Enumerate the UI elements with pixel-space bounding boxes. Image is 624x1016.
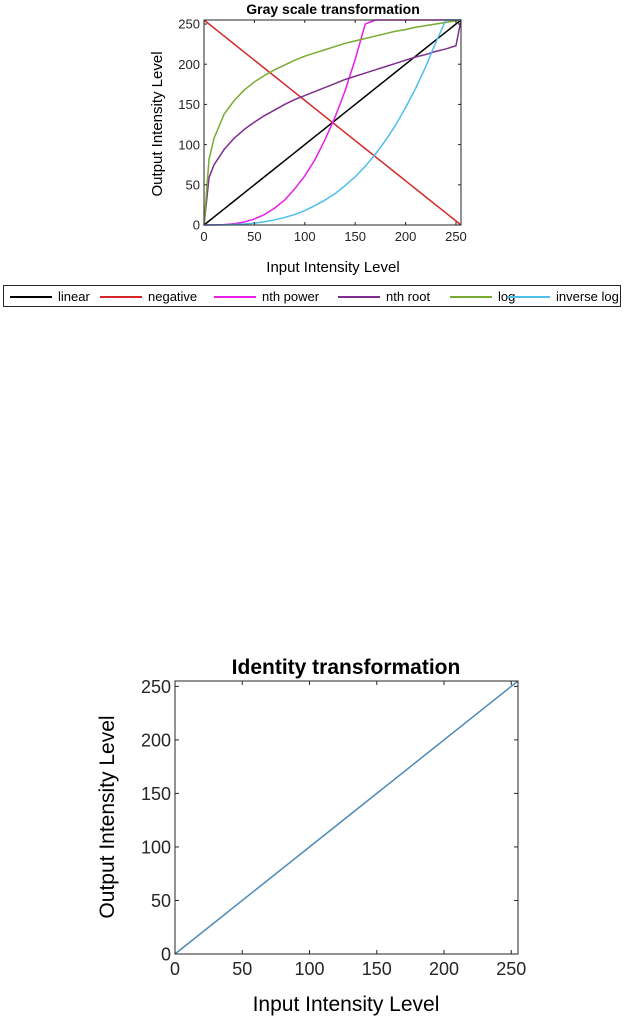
legend-swatch-nth-power — [214, 295, 256, 298]
legend-swatch-nth-root — [338, 295, 380, 298]
chart1-x-axis-label: Input Intensity Level — [266, 259, 399, 276]
legend-item-negative: negative — [100, 288, 197, 305]
chart1-series-log — [203, 19, 462, 226]
legend-label-negative: negative — [148, 289, 198, 304]
chart2-y-tick-label: 100 — [141, 837, 171, 857]
identity-chart: Identity transformation 0 50 100 150 200 2500… — [96, 656, 526, 1016]
legend-item-log: log — [450, 288, 515, 305]
chart2-x-tick-label: 50 — [232, 959, 252, 979]
chart1-x-tick-label: 250 — [445, 229, 467, 244]
chart2-x-tick-label: 200 — [429, 959, 459, 979]
chart2-y-tick-label: 250 — [141, 677, 171, 697]
chart1-x-tick-label: 0 — [200, 229, 207, 244]
chart2-y-tick-label: 0 — [161, 944, 171, 964]
gray-scale-chart: Gray scale transformation 0 50 100 150 200 25… — [149, 1, 467, 276]
legend-swatch-log — [450, 295, 492, 298]
chart1-y-tick-label: 200 — [178, 57, 200, 72]
legend-label-linear: linear — [58, 289, 90, 304]
legend-item-linear: linear — [10, 288, 90, 305]
chart1-legend: linear negative nth power nth root log i… — [3, 285, 621, 307]
legend-swatch-negative — [100, 295, 142, 298]
chart2-x-tick-label: 100 — [294, 959, 324, 979]
chart1-y-tick-label: 150 — [178, 97, 200, 112]
chart2-x-tick-label: 0 — [170, 959, 180, 979]
chart2-y-tick-label: 200 — [141, 730, 171, 750]
chart2-x-tick-label: 150 — [362, 959, 392, 979]
chart1-x-tick-label: 100 — [294, 229, 316, 244]
chart2-x-axis-label: Input Intensity Level — [253, 993, 440, 1016]
chart2-y-tick-label: 50 — [151, 891, 171, 911]
legend-item-nth-power: nth power — [214, 288, 319, 305]
legend-label-nth-power: nth power — [262, 289, 320, 304]
chart1-series-linear — [203, 19, 462, 226]
chart1-y-tick-label: 50 — [186, 177, 200, 192]
legend-item-nth-root: nth root — [338, 288, 430, 305]
chart1-series-nth-root — [203, 19, 462, 226]
chart2-plot-area: 0 50 100 150 200 250 0 50 100 150 200 250 — [141, 677, 526, 979]
chart1-x-tick-label: 50 — [247, 229, 261, 244]
chart1-y-tick-label: 250 — [178, 17, 200, 32]
chart1-axes-frame — [203, 19, 462, 226]
legend-label-nth-root: nth root — [386, 289, 431, 304]
chart1-x-tick-label: 150 — [344, 229, 366, 244]
chart2-axes-frame — [174, 680, 519, 955]
chart1-x-tick-label: 200 — [395, 229, 417, 244]
legend-item-inverse-log: inverse log — [508, 288, 619, 305]
legend-swatch-linear — [10, 295, 52, 298]
chart2-y-axis-label: Output Intensity Level — [96, 715, 119, 918]
legend-swatch-inverse-log — [508, 295, 550, 298]
chart1-plot-area: 0 50 100 150 200 250 0 50 100 150 200 250 — [178, 17, 467, 244]
chart1-y-tick-label: 100 — [178, 137, 200, 152]
chart1-series-negative — [203, 19, 462, 226]
legend-label-inverse-log: inverse log — [556, 289, 619, 304]
chart1-title: Gray scale transformation — [246, 1, 420, 17]
chart2-series-identity — [174, 680, 519, 955]
chart2-y-tick-label: 150 — [141, 784, 171, 804]
chart1-y-tick-label: 0 — [193, 218, 200, 233]
chart1-series-inverse-log — [204, 19, 461, 226]
legend-label-log: log — [498, 289, 516, 304]
chart1-y-axis-label: Output Intensity Level — [149, 51, 166, 196]
chart2-title: Identity transformation — [232, 656, 461, 679]
chart2-x-tick-label: 250 — [496, 959, 526, 979]
